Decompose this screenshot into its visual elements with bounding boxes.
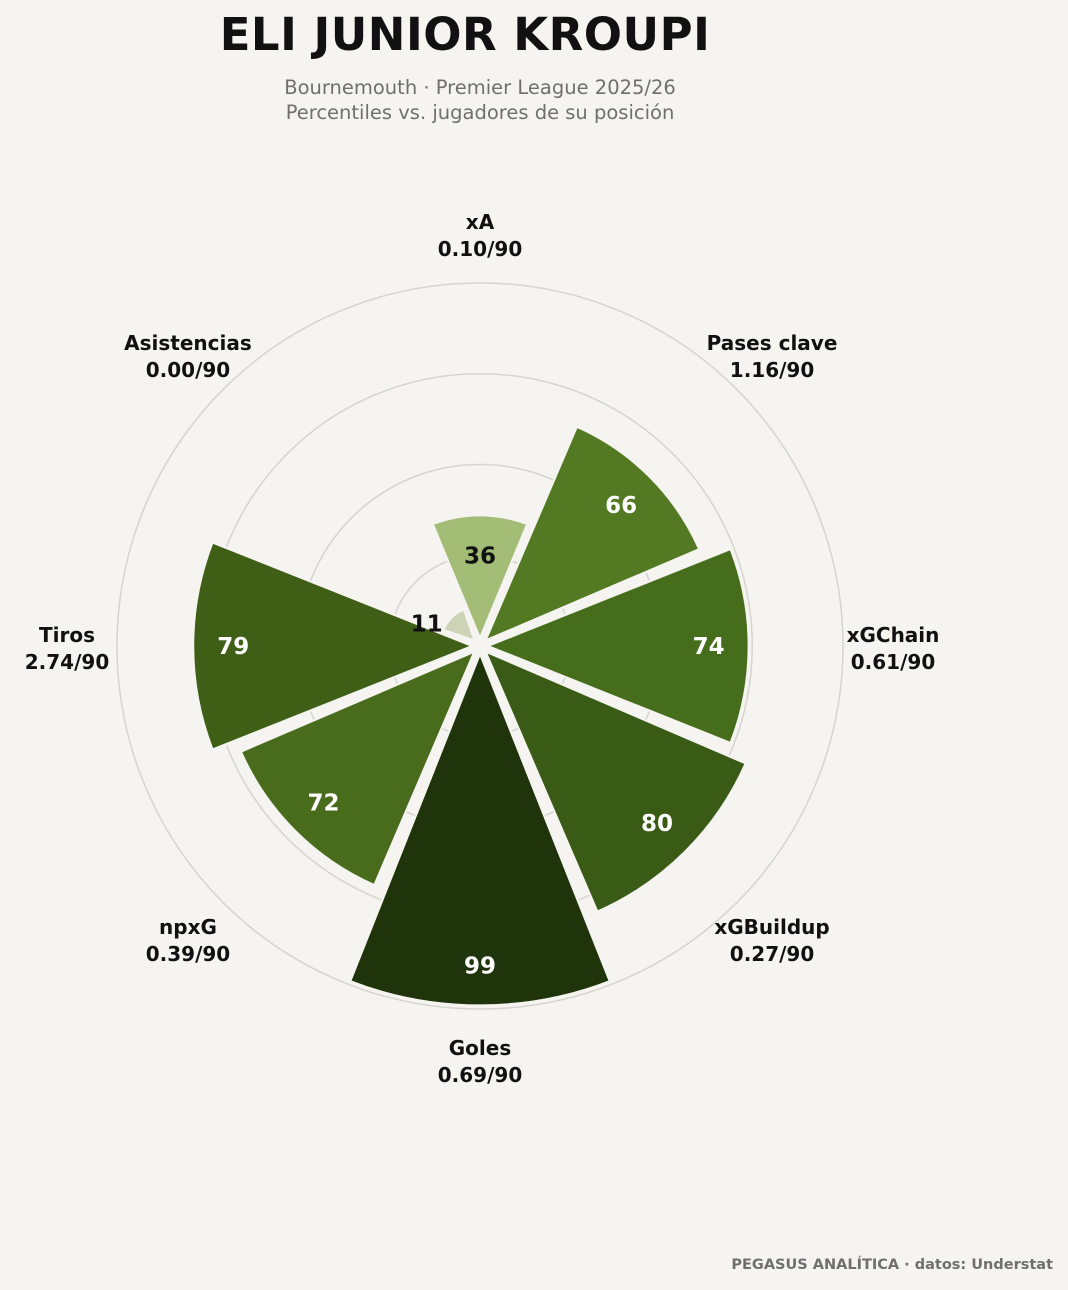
value-label-xgchain: 74 bbox=[693, 634, 725, 660]
category-label-xgchain: xGChain 0.61/90 bbox=[847, 623, 940, 674]
category-label-xa: xA 0.10/90 bbox=[438, 210, 522, 261]
grid-ring-4 bbox=[116, 282, 844, 1010]
bar-goles bbox=[349, 651, 611, 1007]
value-label-goles: 99 bbox=[464, 953, 496, 979]
value-label-pases-clave: 66 bbox=[605, 493, 637, 519]
value-labels: 36 66 74 80 99 72 79 11 bbox=[217, 493, 724, 979]
bar-xgbuildup bbox=[483, 649, 747, 913]
player-name-title: ELI JUNIOR KROUPI bbox=[219, 8, 711, 61]
subtitle: Bournemouth · Premier League 2025/26 Per… bbox=[0, 76, 960, 125]
bar-asistencias bbox=[442, 608, 476, 642]
subtitle-team-league: Bournemouth · Premier League 2025/26 bbox=[284, 76, 676, 99]
category-label-tiros: Tiros 2.74/90 bbox=[25, 623, 109, 674]
category-labels: xA 0.10/90 Pases clave 1.16/90 xGChain 0.61/9… bbox=[25, 210, 940, 1087]
subtitle-percentiles: Percentiles vs. jugadores de su posición bbox=[285, 100, 675, 124]
bar-xgchain bbox=[485, 547, 750, 745]
bars bbox=[192, 425, 750, 1007]
footer-credit: PEGASUS ANALÍTICA · datos: Understat bbox=[731, 1257, 1053, 1273]
bar-npxg bbox=[239, 649, 477, 887]
category-label-xgbuildup: xGBuildup 0.27/90 bbox=[714, 915, 829, 966]
value-label-tiros: 79 bbox=[217, 634, 249, 660]
category-label-npxg: npxG 0.39/90 bbox=[146, 915, 230, 966]
value-label-xa: 36 bbox=[464, 543, 496, 569]
bar-pases-clave bbox=[483, 425, 701, 643]
value-label-xgbuildup: 80 bbox=[641, 811, 673, 837]
category-label-goles: Goles 0.69/90 bbox=[438, 1036, 522, 1087]
bar-tiros bbox=[192, 541, 475, 751]
value-label-asistencias: 11 bbox=[411, 611, 443, 637]
category-label-pases-clave: Pases clave 1.16/90 bbox=[707, 331, 838, 382]
value-label-npxg: 72 bbox=[307, 791, 339, 817]
bar-xa bbox=[431, 514, 529, 641]
category-label-asistencias: Asistencias 0.00/90 bbox=[124, 331, 252, 382]
